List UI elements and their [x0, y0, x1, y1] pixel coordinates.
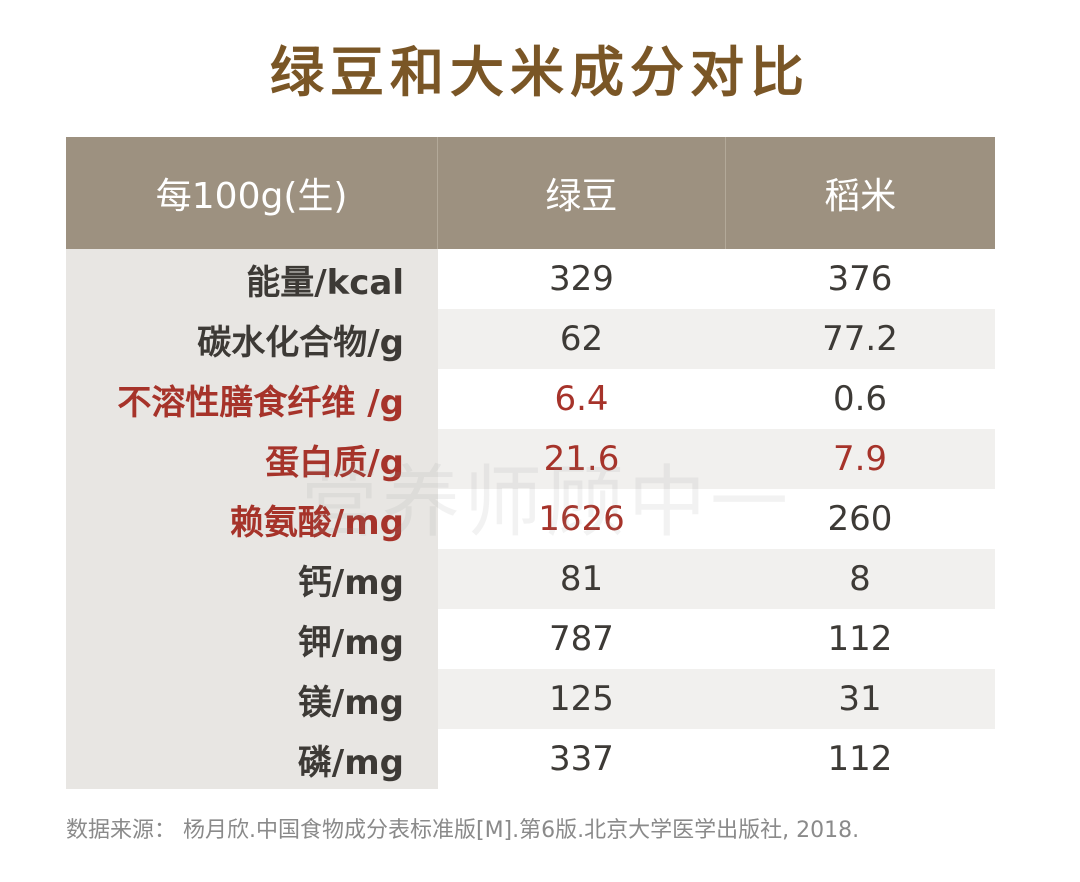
- value-cell: 112: [827, 619, 893, 659]
- header-cell: 每100g(生): [155, 176, 348, 217]
- value-cell: 6.4: [554, 379, 609, 419]
- header-cell: 稻米: [724, 137, 995, 249]
- value-cell: 787: [549, 619, 614, 659]
- value-cell: 260: [827, 499, 893, 539]
- row-label: 磷/mg: [66, 729, 438, 789]
- table-row: 钾/mg 787 112: [66, 609, 995, 669]
- table-row: 磷/mg 337 112: [66, 729, 995, 789]
- table-header: 每100g(生) 绿豆 稻米: [66, 137, 995, 249]
- value-cell: 21.6: [438, 429, 725, 489]
- table-row: 赖氨酸/mg 1626 260: [66, 489, 995, 549]
- page-title: 绿豆和大米成分对比: [270, 41, 810, 104]
- value-cell: 81: [438, 549, 725, 609]
- table-row: 碳水化合物/g 62 77.2: [66, 309, 995, 369]
- row-label: 碳水化合物/g: [66, 309, 438, 369]
- source-footnote: 数据来源： 杨月欣.中国食物成分表标准版[M].第6版.北京大学医学出版社, 2…: [66, 818, 860, 843]
- table-row: 钙/mg 81 8: [66, 549, 995, 609]
- table-row: 蛋白质/g 21.6 7.9: [66, 429, 995, 489]
- value-cell: 31: [725, 669, 995, 729]
- header-cell: 绿豆: [437, 137, 724, 249]
- value-cell: 7.9: [725, 429, 995, 489]
- row-label: 不溶性膳食纤维 /g: [66, 369, 438, 429]
- row-label: 能量/kcal: [66, 249, 438, 309]
- row-label: 钾/mg: [66, 609, 438, 669]
- comparison-table: 每100g(生) 绿豆 稻米 能量/kcal 329 376 碳水化合物/g 62 77.…: [66, 137, 995, 789]
- row-label: 镁/mg: [66, 669, 438, 729]
- table-row: 能量/kcal 329 376: [66, 249, 995, 309]
- value-cell: 329: [549, 259, 614, 299]
- row-label: 蛋白质/g: [66, 429, 438, 489]
- value-cell: 62: [438, 309, 725, 369]
- row-label: 钙/mg: [66, 549, 438, 609]
- value-cell: 125: [438, 669, 725, 729]
- value-cell: 0.6: [832, 379, 888, 419]
- value-cell: 1626: [538, 499, 625, 539]
- value-cell: 337: [549, 739, 614, 779]
- table-row: 不溶性膳食纤维 /g 6.4 0.6: [66, 369, 995, 429]
- table-row: 镁/mg 125 31: [66, 669, 995, 729]
- value-cell: 8: [725, 549, 995, 609]
- value-cell: 77.2: [725, 309, 995, 369]
- value-cell: 112: [827, 739, 893, 779]
- row-label: 赖氨酸/mg: [66, 489, 438, 549]
- value-cell: 376: [827, 259, 893, 299]
